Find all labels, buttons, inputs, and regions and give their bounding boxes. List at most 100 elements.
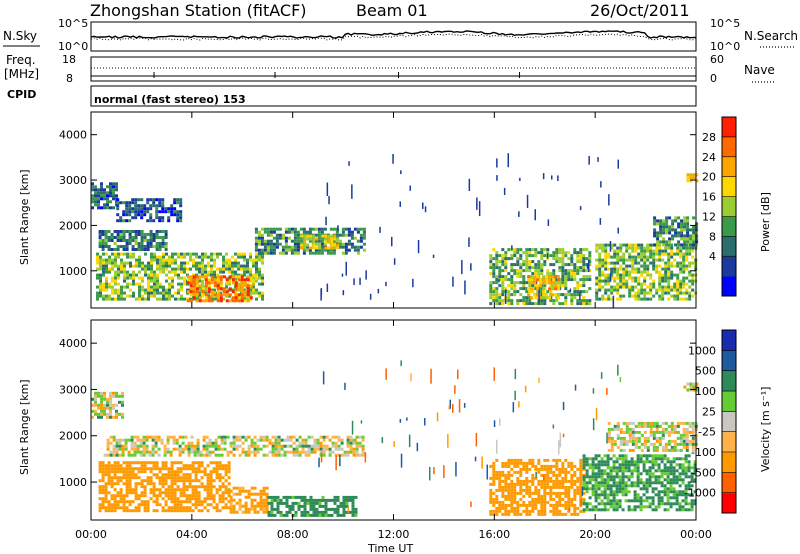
heatmap-cell <box>240 273 243 277</box>
heatmap-cell <box>107 470 111 474</box>
heatmap-cell <box>278 227 282 231</box>
heatmap-cell <box>194 461 198 465</box>
heatmap-cell <box>610 442 614 446</box>
heatmap-cell <box>113 467 117 471</box>
heatmap-cell <box>639 496 643 500</box>
heatmap-cell <box>287 248 291 252</box>
heatmap-cell <box>673 264 677 268</box>
heatmap-cell <box>598 267 602 271</box>
heatmap-cell <box>672 478 676 482</box>
heatmap-cell <box>624 484 628 488</box>
heatmap-cell <box>106 441 110 445</box>
heatmap-cell <box>246 270 249 274</box>
heatmap-cell <box>636 463 640 467</box>
heatmap-cell <box>122 239 126 242</box>
heatmap-cell <box>218 467 222 471</box>
heatmap-cell <box>673 294 677 298</box>
heatmap-cell <box>162 297 165 301</box>
heatmap-cell <box>625 264 629 268</box>
heatmap-cell <box>653 222 657 226</box>
heatmap-cell <box>646 297 650 301</box>
colorbar-swatch <box>722 196 736 217</box>
heatmap-cell <box>688 294 692 298</box>
heatmap-cell <box>486 464 488 480</box>
heatmap-cell <box>495 260 499 264</box>
heatmap-cell <box>649 430 653 434</box>
heatmap-cell <box>661 276 665 280</box>
heatmap-cell <box>609 484 613 488</box>
heatmap-cell <box>507 461 511 465</box>
heatmap-cell <box>240 296 244 300</box>
heatmap-cell <box>687 502 691 506</box>
heatmap-cell <box>194 485 198 489</box>
heatmap-cell <box>243 252 246 256</box>
heatmap-cell <box>127 450 131 454</box>
heatmap-cell <box>672 496 676 500</box>
heatmap-cell <box>253 444 257 448</box>
heatmap-cell <box>670 439 674 443</box>
heatmap-cell <box>379 226 381 233</box>
heatmap-cell <box>126 276 129 280</box>
heatmap-cell <box>600 508 604 512</box>
heatmap-cell <box>202 447 206 451</box>
heatmap-cell <box>110 233 114 236</box>
heatmap-cell <box>180 252 183 256</box>
heatmap-cell <box>672 457 676 461</box>
heatmap-cell <box>600 472 604 476</box>
heatmap-cell <box>356 248 360 252</box>
heatmap-cell <box>304 450 308 454</box>
heatmap-cell <box>567 272 571 276</box>
heatmap-cell <box>161 198 165 202</box>
heatmap-cell <box>657 496 661 500</box>
heatmap-cell <box>161 204 165 208</box>
heatmap-cell <box>616 273 620 277</box>
heatmap-cell <box>296 251 300 255</box>
heatmap-cell <box>613 439 617 443</box>
heatmap-cell <box>112 435 116 439</box>
heatmap-cell <box>122 213 126 217</box>
heatmap-cell <box>645 499 649 503</box>
heatmap-cell <box>159 261 162 265</box>
heatmap-cell <box>525 287 529 291</box>
heatmap-cell <box>261 279 264 283</box>
heatmap-cell <box>262 438 266 442</box>
heatmap-cell <box>313 450 317 454</box>
heatmap-cell <box>149 482 153 486</box>
heatmap-cell <box>683 219 687 223</box>
heatmap-cell <box>669 460 673 464</box>
heatmap-cell <box>188 485 192 489</box>
heatmap-cell <box>150 273 153 277</box>
heatmap-cell <box>495 257 499 261</box>
heatmap-cell <box>109 406 112 410</box>
heatmap-cell <box>525 269 529 273</box>
heatmap-cell <box>674 243 678 247</box>
heatmap-cell <box>258 276 261 280</box>
heatmap-cell <box>141 279 144 283</box>
heatmap-cell <box>100 391 103 395</box>
heatmap-cell <box>222 275 226 279</box>
heatmap-cell <box>674 216 678 220</box>
heatmap-cell <box>478 201 481 217</box>
heatmap-cell <box>498 500 502 504</box>
heatmap-cell <box>604 261 608 265</box>
heatmap-cell <box>116 491 120 495</box>
heatmap-cell <box>534 263 538 267</box>
heatmap-cell <box>400 170 402 175</box>
heatmap-cell <box>111 285 114 289</box>
heatmap-cell <box>296 230 300 234</box>
heatmap-cell <box>392 154 394 164</box>
heatmap-cell <box>507 284 511 288</box>
heatmap-cell <box>616 424 620 428</box>
heatmap-cell <box>140 216 144 220</box>
heatmap-cell <box>536 275 540 279</box>
heatmap-cell <box>393 441 395 447</box>
heatmap-cell <box>196 441 200 445</box>
heatmap-cell <box>243 255 246 259</box>
heatmap-cell <box>664 445 668 449</box>
heatmap-cell <box>173 497 177 501</box>
heatmap-cell <box>260 227 264 231</box>
heatmap-cell <box>117 297 120 301</box>
heatmap-cell <box>531 500 535 504</box>
heatmap-cell <box>278 251 282 255</box>
heatmap-cell <box>167 509 171 513</box>
